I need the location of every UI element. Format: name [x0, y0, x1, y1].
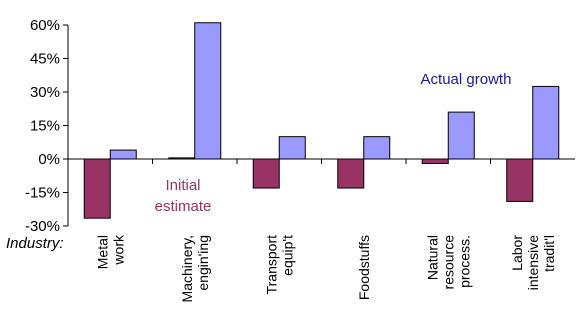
category-label: Metalwork: [94, 234, 126, 269]
category-label-line: work: [110, 234, 126, 266]
category-label: Naturalresourceprocess.: [424, 235, 472, 290]
annotation-actual-growth: Actual growth: [421, 71, 512, 88]
initial-estimate-bar: [83, 158, 111, 219]
category-label-line: intensive: [525, 235, 541, 290]
x-axis-label: Industry:: [6, 235, 64, 252]
category-label-line: Labor: [509, 235, 525, 271]
actual-growth-bar: [532, 85, 560, 160]
bars-layer: [83, 22, 560, 219]
category-label: Machinery,engin'ing: [179, 235, 211, 302]
y-tick-label: 60%: [30, 17, 60, 34]
category-label-line: process.: [456, 235, 472, 288]
category-label-line: Metal: [94, 235, 110, 269]
actual-growth-bar: [194, 22, 222, 160]
y-tick-label: -15%: [25, 185, 60, 202]
category-label: Transportequip't: [263, 235, 295, 295]
y-tick-label: -30%: [25, 218, 60, 235]
initial-estimate-bar: [337, 158, 365, 189]
category-label-line: Natural: [424, 235, 440, 280]
x-axis-ticks: [152, 159, 491, 164]
initial-estimate-bar: [506, 158, 534, 202]
category-label-line: engin'ing: [195, 235, 211, 291]
actual-growth-bar: [278, 136, 306, 160]
category-label-line: equip't: [279, 235, 295, 276]
category-label-line: Machinery,: [179, 235, 195, 302]
category-labels: Metalwork Machinery,engin'ing Transportequ…: [94, 234, 557, 302]
y-tick-label: 45%: [30, 51, 60, 68]
category-label-line: resource: [440, 235, 456, 290]
actual-growth-bar: [447, 111, 475, 160]
initial-estimate-bar: [421, 158, 449, 164]
actual-growth-bar: [363, 136, 391, 160]
annotation-initial-estimate-line2: estimate: [155, 198, 212, 215]
category-label-line: Transport: [263, 235, 279, 295]
category-label: Foodstuffs: [356, 235, 372, 300]
y-tick-label: 30%: [30, 84, 60, 101]
y-tick-label: 0%: [38, 151, 60, 168]
annotation-initial-estimate-line1: Initial: [165, 177, 200, 194]
y-axis-ticks: 60% 45% 30% 15% 0% -15% -30%: [25, 17, 68, 235]
y-tick-label: 15%: [30, 118, 60, 135]
category-label-line: Foodstuffs: [356, 235, 372, 300]
category-label-line: tradit'l: [541, 235, 557, 272]
category-label: Laborintensivetradit'l: [509, 235, 557, 291]
actual-growth-bar: [109, 149, 137, 160]
initial-estimate-bar: [252, 158, 280, 189]
